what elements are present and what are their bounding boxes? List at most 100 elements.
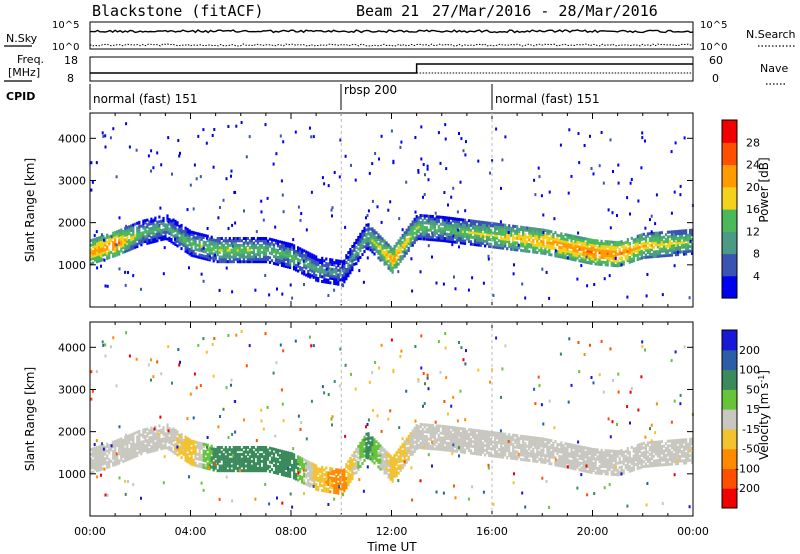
power-echo-cell [287,242,290,246]
power-echo-cell [456,210,459,214]
velocity-echo-cell [289,463,292,467]
power-echo-cell [465,221,469,225]
power-echo-cell [287,244,290,248]
velocity-echo-cell [395,469,398,473]
power-echo-cell [572,255,575,259]
power-echo-cell [431,226,434,230]
velocity-echo-cell [526,449,529,453]
velocity-echo-cell [421,444,424,448]
power-echo-cell [626,242,629,246]
power-echo-cell [90,188,93,192]
power-echo-cell [367,225,370,229]
power-echo-cell [138,220,141,224]
velocity-echo-cell [98,459,101,463]
power-echo-cell [676,232,680,236]
power-echo-cell [118,236,121,240]
power-echo-cell [343,261,346,265]
power-echo-cell [481,225,485,229]
power-echo-cell [423,214,426,218]
velocity-echo-cell [373,461,376,465]
power-echo-cell [351,249,354,253]
velocity-echo-cell [162,439,165,443]
power-echo-cell [291,257,294,261]
power-echo-cell [618,240,621,244]
power-echo-cell [405,237,408,241]
power-echo-cell [112,252,115,256]
velocity-echo-cell [102,451,105,454]
power-echo-cell [486,230,489,234]
power-echo-cell [184,238,187,242]
velocity-echo-cell [467,446,471,450]
velocity-echo-cell [232,446,235,449]
power-echo-cell [252,248,255,252]
power-echo-cell [510,229,513,233]
velocity-echo-cell [486,430,489,434]
power-echo-cell [616,214,618,217]
power-echo-cell [355,238,358,242]
power-echo-cell [196,248,199,252]
power-echo-cell [469,242,473,246]
velocity-echo-cell [166,439,169,443]
velocity-echo-cell [262,466,266,470]
velocity-echo-cell [415,440,418,444]
power-echo-cell [230,239,233,243]
power-echo-cell [528,233,531,237]
velocity-echo-cell [238,466,241,470]
power-echo-cell [379,237,382,241]
power-echo-cell [258,257,261,261]
power-echo-cell [513,263,515,267]
velocity-echo-cell [498,432,501,435]
power-echo-cell [473,236,477,240]
power-echo-cell [646,232,649,236]
velocity-echo-cell [162,425,165,429]
power-echo-cell [368,171,371,175]
power-echo-cell [590,257,593,261]
power-echo-cell [98,259,101,263]
power-echo-cell [100,264,102,268]
velocity-echo-cell [365,446,368,450]
velocity-echo-cell [124,449,127,453]
power-echo-cell [228,260,231,264]
power-echo-cell [343,268,346,272]
power-echo-cell [584,258,587,262]
power-echo-cell [126,237,129,241]
velocity-echo-cell [252,469,255,473]
velocity-echo-cell [391,463,394,467]
velocity-echo-cell [526,444,529,448]
power-echo-cell [216,253,219,257]
velocity-echo-cell [305,482,308,486]
power-echo-cell [604,254,607,257]
velocity-echo-cell [156,448,159,452]
power-echo-cell [377,238,380,241]
power-echo-cell [164,230,167,234]
velocity-echo-cell [433,428,436,432]
power-echo-cell [252,255,255,259]
velocity-echo-cell [441,427,444,431]
velocity-echo-cell [220,450,223,454]
velocity-echo-cell [486,451,489,455]
power-echo-cell [166,216,169,220]
velocity-echo-cell [178,447,181,451]
power-echo-cell [612,254,615,258]
power-echo-cell [206,248,209,252]
power-echo-cell [230,243,233,247]
power-echo-cell [224,253,227,257]
power-echo-cell [683,243,686,247]
power-echo-cell [287,251,290,255]
power-echo-cell [518,230,521,234]
power-echo-cell [502,225,505,229]
power-echo-cell [355,257,358,261]
power-echo-cell [357,252,360,256]
velocity-echo-cell [323,477,326,481]
velocity-echo-cell [461,436,465,440]
power-echo-cell [186,239,189,243]
power-echo-cell [484,235,487,239]
power-echo-cell [154,239,157,243]
velocity-echo-cell [174,431,177,435]
power-echo-cell [321,280,324,283]
power-echo-cell [248,253,251,257]
power-echo-cell [479,227,483,231]
velocity-echo-cell [371,436,374,440]
power-echo-cell [387,264,390,268]
velocity-echo-cell [130,451,133,455]
